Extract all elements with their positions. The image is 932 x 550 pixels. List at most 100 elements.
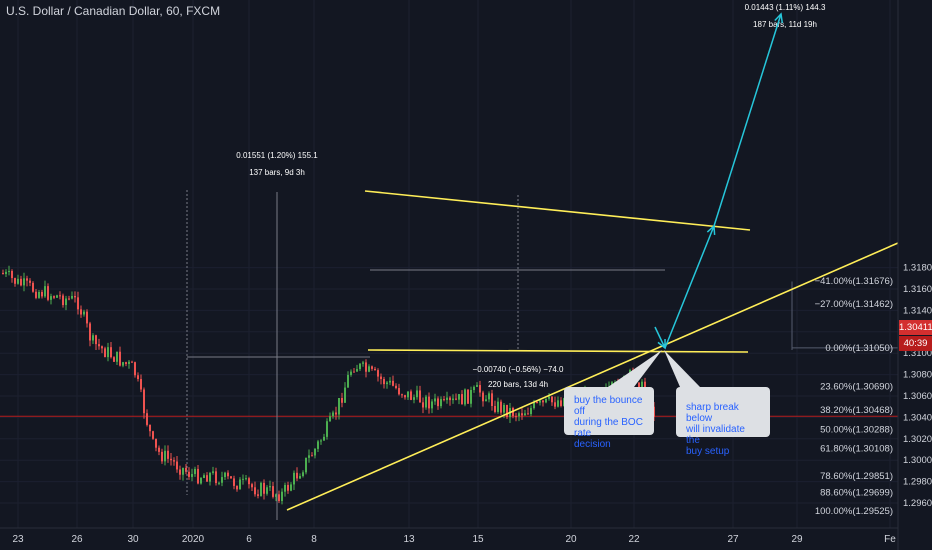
candle-body [5, 271, 7, 274]
candle-body [548, 396, 550, 399]
fib-level-label: −27.00%(1.31462) [815, 299, 893, 310]
candle-body [251, 484, 253, 488]
candle-body [308, 455, 310, 458]
candle-body [353, 371, 355, 373]
candle-body [410, 391, 412, 400]
candle-body [404, 395, 406, 398]
candle-body [161, 451, 163, 462]
candle-body [119, 351, 121, 366]
candle-body [89, 323, 91, 341]
candle-body [416, 390, 418, 398]
candle-body [413, 397, 415, 400]
candle-body [419, 390, 421, 403]
candle-body [83, 311, 85, 315]
candle-body [92, 335, 94, 341]
candle-body [128, 361, 130, 364]
candle-body [110, 347, 112, 358]
candle-body [77, 297, 79, 310]
candle-body [383, 379, 385, 385]
y-tick-label: 1.30600 [903, 391, 932, 402]
candle-body [158, 447, 160, 452]
candle-body [260, 482, 262, 496]
chart-grid [0, 0, 898, 528]
candle-body [236, 485, 238, 490]
candle-body [137, 375, 139, 380]
fib-level-label: 61.80%(1.30108) [820, 444, 893, 455]
candle-body [434, 398, 436, 402]
candle-body [188, 471, 190, 477]
candle-body [386, 382, 388, 385]
fib-level-label: 50.00%(1.30288) [820, 424, 893, 435]
break-callout-line-2: will invalidate the [686, 424, 745, 446]
x-tick-label: 30 [127, 534, 139, 545]
y-tick-label: 1.31600 [903, 284, 932, 295]
candle-body [344, 387, 346, 403]
candle-body [464, 389, 466, 405]
candle-body [197, 468, 199, 484]
candle-body [530, 408, 532, 415]
fib-level-label: 23.60%(1.30690) [820, 381, 893, 392]
candle-body [107, 347, 109, 358]
candle-body [437, 398, 439, 407]
candle-body [185, 467, 187, 472]
x-tick-label: 13 [403, 534, 415, 545]
candle-body [155, 438, 157, 448]
candle-body [443, 399, 445, 401]
candle-body [74, 295, 76, 298]
candle-body [428, 396, 430, 409]
candle-body [461, 394, 463, 405]
drawings-layer: 0.01551 (1.20%) 155.1 137 bars, 9d 3h −0.0… [186, 3, 899, 520]
candle-body [35, 291, 37, 298]
candle-body [20, 278, 22, 286]
candle-body [206, 475, 208, 482]
candle-body [203, 475, 205, 479]
candle-body [2, 272, 4, 274]
candle-body [467, 389, 469, 404]
candle-body [398, 388, 400, 395]
candle-body [53, 296, 55, 298]
fib-level-label: 100.00%(1.29525) [815, 506, 893, 517]
y-tick-label: 1.30000 [903, 455, 932, 466]
candle-body [116, 351, 118, 362]
candle-body [533, 402, 535, 409]
x-tick-label: 27 [727, 534, 739, 545]
candle-body [59, 295, 61, 297]
buy-callout: buy the bounce off during the BOC rate d… [564, 387, 654, 450]
candle-body [254, 487, 256, 495]
candle-body [491, 393, 493, 407]
candle-body [233, 478, 235, 486]
candle-body [176, 461, 178, 470]
candle-body [98, 344, 100, 347]
break-callout-line-1: sharp break below [686, 402, 739, 424]
candle-body [80, 309, 82, 315]
candle-body [392, 380, 394, 386]
measurement-bars: 137 bars, 9d 3h [249, 168, 305, 177]
break-callout: sharp break below will invalidate the bu… [676, 387, 770, 457]
candle-body [320, 440, 322, 442]
candle-body [95, 335, 97, 345]
x-tick-label: 23 [12, 534, 24, 545]
candle-body [395, 385, 397, 389]
candle-body [227, 472, 229, 477]
candle-body [485, 399, 487, 402]
candle-body [371, 366, 373, 369]
candle-body [407, 391, 409, 398]
candle-body [380, 376, 382, 380]
candle-body [200, 478, 202, 484]
candle-body [239, 479, 241, 490]
candle-body [266, 487, 268, 494]
y-tick-label: 1.30800 [903, 370, 932, 381]
fib-level-label: −41.00%(1.31676) [815, 276, 893, 287]
candle-body [50, 296, 52, 300]
candle-body [500, 401, 502, 413]
candle-body [653, 406, 655, 417]
candle-body [311, 455, 313, 457]
measurement-value: 0.01443 (1.11%) 144.3 [745, 3, 826, 12]
candle-body [272, 486, 274, 497]
candle-body [329, 416, 331, 422]
candle-body [431, 401, 433, 409]
buy-callout-line-2: during the BOC rate [574, 417, 643, 439]
candle-body [554, 402, 556, 407]
candle-body [173, 460, 175, 462]
